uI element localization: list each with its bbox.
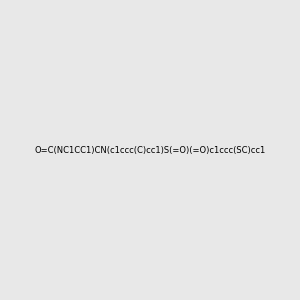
Text: O=C(NC1CC1)CN(c1ccc(C)cc1)S(=O)(=O)c1ccc(SC)cc1: O=C(NC1CC1)CN(c1ccc(C)cc1)S(=O)(=O)c1ccc… (34, 146, 266, 154)
